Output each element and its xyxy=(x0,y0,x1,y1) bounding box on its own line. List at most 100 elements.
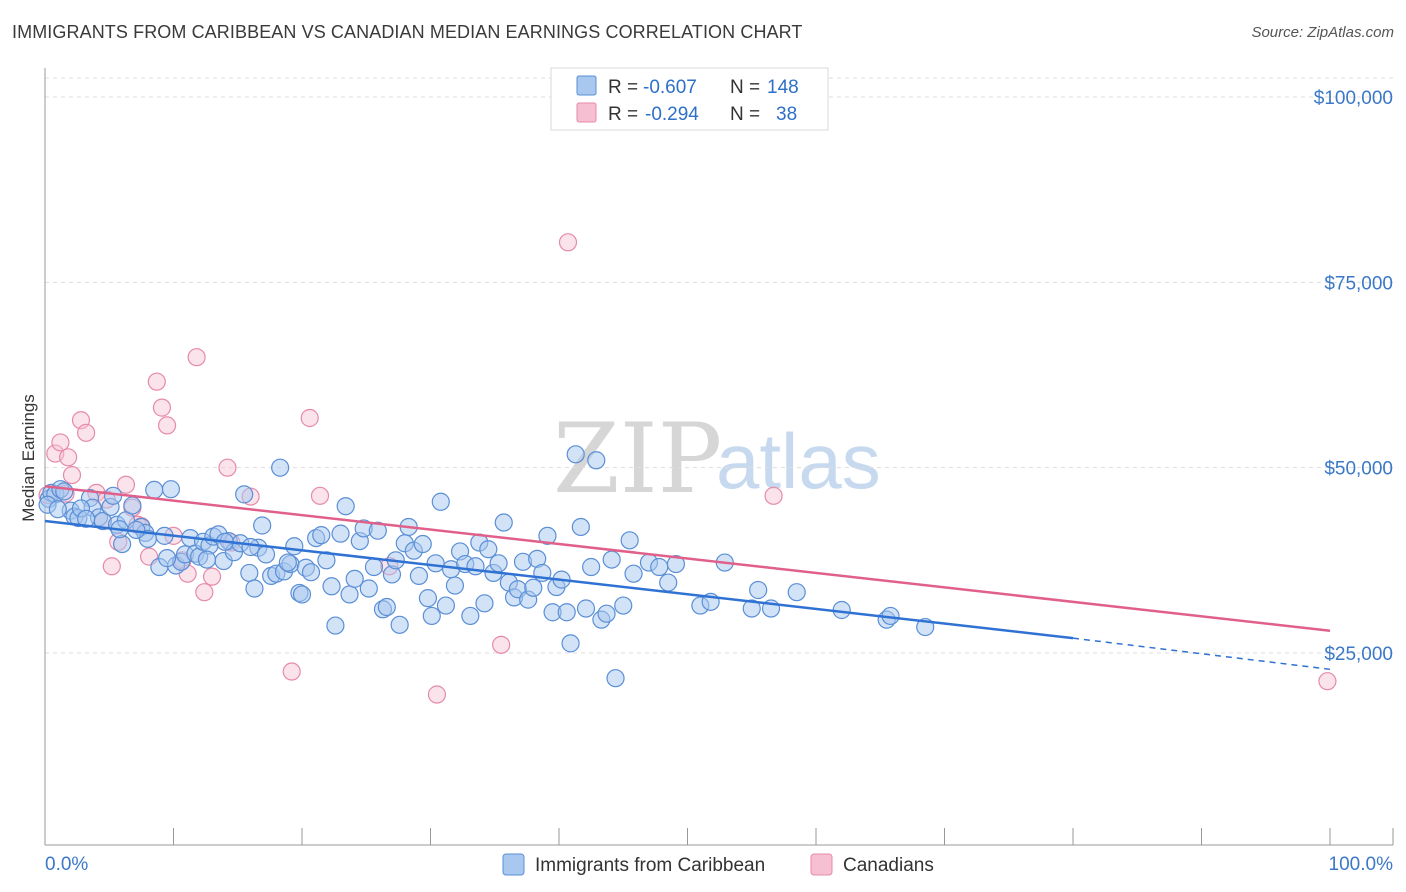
caribbean-point-104 xyxy=(538,526,557,545)
caribbean-trend-extension xyxy=(1072,637,1331,671)
legend-n-label-pink: N = xyxy=(730,104,760,125)
watermark-atlas: atlas xyxy=(716,417,881,505)
canadians-point-27 xyxy=(218,458,237,477)
caribbean-point-112 xyxy=(576,599,596,618)
legend-swatch-blue xyxy=(576,75,597,96)
y-axis-label: Median Earnings xyxy=(19,394,38,522)
caribbean-trend-line xyxy=(44,519,1074,640)
caribbean-point-121 xyxy=(624,564,643,583)
caribbean-point-147 xyxy=(278,553,297,572)
canadians-point-4 xyxy=(59,448,78,467)
caribbean-point-83 xyxy=(436,596,456,615)
caribbean-point-41 xyxy=(245,579,264,598)
canadians-point-7 xyxy=(77,423,96,442)
caribbean-point-110 xyxy=(566,445,585,464)
caribbean-point-109 xyxy=(561,634,580,653)
caribbean-point-60 xyxy=(331,524,350,543)
caribbean-point-21 xyxy=(145,480,164,500)
y-tick-label-1: $50,000 xyxy=(1324,459,1393,480)
caribbean-point-118 xyxy=(606,669,625,688)
caribbean-point-56 xyxy=(312,526,331,545)
canadians-point-13 xyxy=(116,475,136,494)
bottom-legend-swatch-blue xyxy=(502,853,525,876)
caribbean-point-43 xyxy=(253,516,272,535)
series-legend: Immigrants from Caribbean Canadians xyxy=(502,853,934,876)
caribbean-point-91 xyxy=(475,594,494,613)
legend-n-label-blue: N = xyxy=(730,77,760,98)
caribbean-point-13 xyxy=(104,486,123,505)
caribbean-point-50 xyxy=(285,537,304,556)
caribbean-point-82 xyxy=(431,492,450,511)
caribbean-point-85 xyxy=(445,576,465,595)
caribbean-point-94 xyxy=(489,554,508,573)
caribbean-point-111 xyxy=(571,517,590,537)
canadians-point-2 xyxy=(51,433,70,452)
axes xyxy=(44,68,1393,846)
y-tick-labels: $25,000 $50,000 $75,000 $100,000 xyxy=(1314,88,1393,665)
x-ticks xyxy=(44,828,1394,845)
caribbean-point-146 xyxy=(241,537,260,557)
caribbean-point-78 xyxy=(413,534,432,554)
canadians-point-30 xyxy=(282,662,301,681)
caribbean-point-123 xyxy=(650,557,669,577)
caribbean-point-24 xyxy=(161,480,181,499)
caribbean-point-54 xyxy=(301,563,321,582)
canadians-point-26 xyxy=(202,567,222,586)
legend-r-label-pink: R = xyxy=(608,104,638,125)
stats-legend: R = -0.607 N = 148 R = -0.294 N = 38 xyxy=(550,67,829,131)
caribbean-point-57 xyxy=(317,551,336,570)
canadians-point-19 xyxy=(152,398,172,417)
chart-source: Source: ZipAtlas.com xyxy=(1251,24,1394,41)
canadians-point-38 xyxy=(1318,672,1337,691)
legend-r-label-blue: R = xyxy=(608,77,638,98)
caribbean-point-89 xyxy=(466,557,485,576)
trend-lines xyxy=(44,484,1331,671)
canadians-point-36 xyxy=(558,233,578,252)
caribbean-point-17 xyxy=(123,496,142,515)
caribbean-point-63 xyxy=(345,569,364,588)
caribbean-point-66 xyxy=(359,579,378,598)
caribbean-point-15 xyxy=(112,534,132,554)
x-tick-label-max: 100.0% xyxy=(1329,854,1394,875)
caribbean-point-117 xyxy=(602,550,621,569)
canadians-point-34 xyxy=(427,685,447,704)
legend-r-value-blue: -0.607 xyxy=(643,77,697,98)
caribbean-point-39 xyxy=(235,485,254,504)
canadians-point-11 xyxy=(102,557,121,576)
caribbean-point-130 xyxy=(749,580,768,600)
caribbean-point-77 xyxy=(409,566,429,586)
caribbean-point-68 xyxy=(368,521,387,540)
caribbean-point-108 xyxy=(557,603,576,622)
canadians-point-20 xyxy=(157,416,177,435)
caribbean-point-143 xyxy=(157,549,177,568)
caribbean-point-62 xyxy=(340,585,359,604)
caribbean-point-52 xyxy=(292,585,312,604)
caribbean-point-132 xyxy=(787,583,806,602)
canadians-point-5 xyxy=(62,465,82,485)
caribbean-point-125 xyxy=(666,554,686,574)
caribbean-point-144 xyxy=(197,550,217,569)
bottom-legend-label-pink: Canadians xyxy=(843,855,934,876)
caribbean-point-79 xyxy=(418,589,438,608)
canadians-point-35 xyxy=(492,635,511,654)
caribbean-point-129 xyxy=(742,599,761,618)
caribbean-point-47 xyxy=(271,458,290,477)
canadians-point-31 xyxy=(300,408,319,428)
canadians-point-37 xyxy=(764,486,783,505)
canadians-point-18 xyxy=(147,372,166,391)
x-tick-label-min: 0.0% xyxy=(45,854,88,875)
caribbean-point-119 xyxy=(614,596,633,615)
caribbean-point-73 xyxy=(390,615,409,634)
caribbean-point-114 xyxy=(587,451,606,470)
caribbean-point-61 xyxy=(336,497,355,516)
caribbean-point-95 xyxy=(494,513,513,532)
caribbean-point-92 xyxy=(479,540,498,559)
y-tick-label-0: $25,000 xyxy=(1324,644,1393,665)
canadians-point-24 xyxy=(187,348,206,367)
caribbean-point-44 xyxy=(256,545,276,564)
caribbean-point-124 xyxy=(659,573,678,592)
caribbean-point-67 xyxy=(364,557,384,577)
legend-n-value-pink: 38 xyxy=(776,104,797,125)
y-tick-label-3: $100,000 xyxy=(1314,88,1393,109)
canadians-point-32 xyxy=(310,486,330,505)
